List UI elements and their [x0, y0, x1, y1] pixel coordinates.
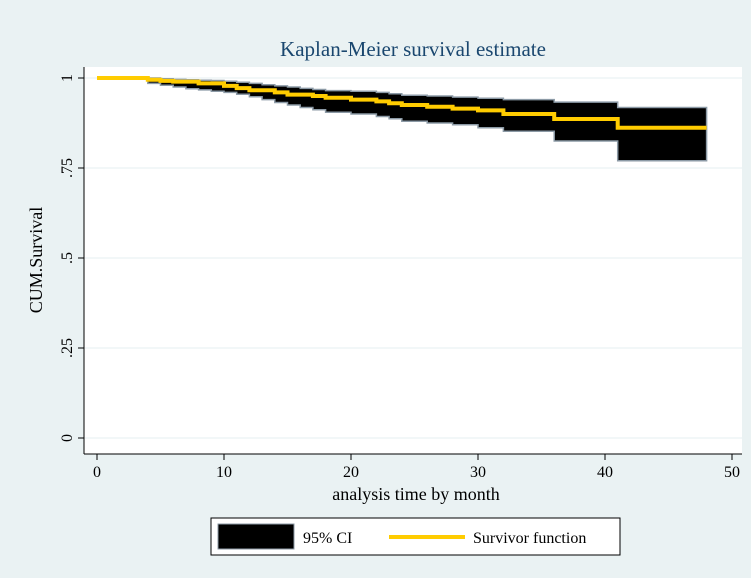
y-tick-label-1: .25 [59, 338, 76, 358]
survivor-function-line [97, 76, 707, 130]
y-tick-label-3: .75 [59, 158, 76, 178]
y-axis: 0 .25 .5 .75 1 [59, 67, 85, 454]
x-tick-label-0: 0 [93, 464, 101, 481]
x-tick-label-5: 50 [724, 464, 740, 481]
ci-band-group [147, 77, 708, 162]
legend-label-survivor: Survivor function [473, 530, 586, 547]
x-tick-label-2: 20 [343, 464, 359, 481]
y-tick-label-0: 0 [59, 434, 76, 442]
x-tick-label-3: 30 [470, 464, 486, 481]
legend: 95% CI Survivor function [210, 517, 621, 556]
y-tick-label-2: .5 [59, 252, 76, 264]
y-axis-label: CUM.Survival [26, 207, 46, 314]
legend-swatch-ci [217, 523, 295, 550]
chart-title: Kaplan-Meier survival estimate [280, 37, 546, 61]
survivor-line-group [97, 76, 707, 130]
ci-band [147, 77, 708, 162]
legend-label-ci: 95% CI [303, 530, 352, 547]
y-tick-label-4: 1 [59, 74, 76, 82]
gridlines [84, 77, 742, 439]
x-tick-label-1: 10 [216, 464, 232, 481]
x-tick-label-4: 40 [597, 464, 613, 481]
x-axis: 0 10 20 30 40 50 [84, 453, 742, 481]
x-axis-label: analysis time by month [332, 484, 499, 504]
